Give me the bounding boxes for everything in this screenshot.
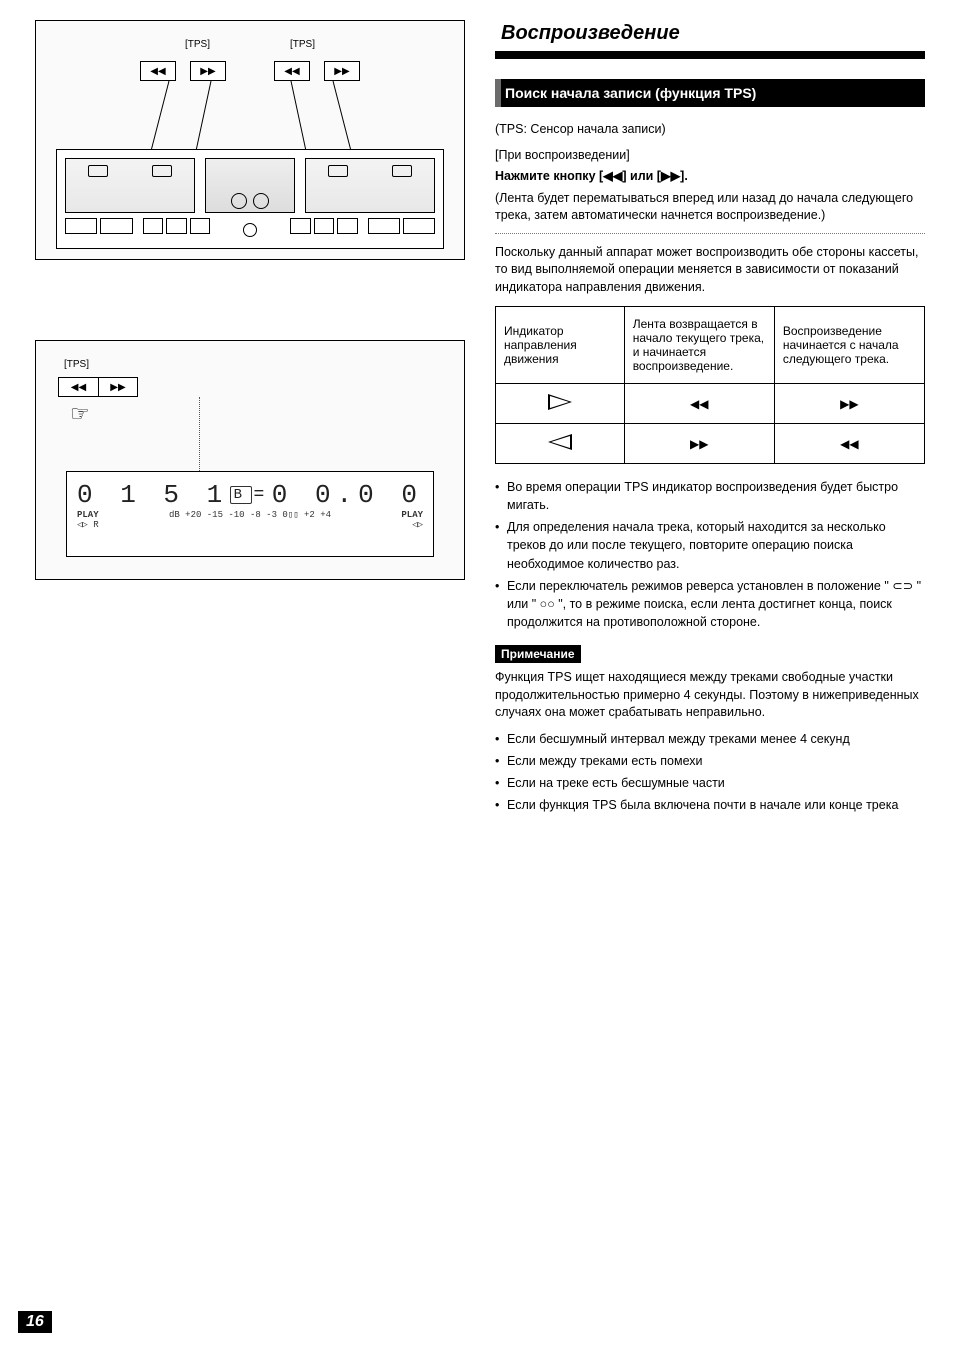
cassette-slot-b <box>305 158 435 213</box>
deck-bottom-right-buttons <box>368 218 436 242</box>
note-intro: Функция TPS ищет находящиеся между трека… <box>495 669 925 722</box>
fig2-tps-label: [TPS] <box>64 359 89 370</box>
direction-forward-icon <box>496 384 625 424</box>
playback-heading: Воспроизведение <box>495 20 925 53</box>
tps-heading: Поиск начала записи (функция TPS) <box>495 79 925 107</box>
deck2-ff-button: ▶▶ <box>324 61 360 81</box>
table-row: ◀◀ ▶▶ <box>496 384 925 424</box>
dotted-callout <box>120 397 200 477</box>
eq-indicator: = <box>254 485 271 505</box>
display-diagram: [TPS] ◀◀ ▶▶ ☞ 0 1 5 1 B = 0 0.0 0 PLAY d… <box>35 340 465 580</box>
fig2-ff-button: ▶▶ <box>98 377 138 397</box>
deck2-rew-button: ◀◀ <box>274 61 310 81</box>
list-item: Если на треке есть бесшумные части <box>495 774 925 792</box>
notes-list-2: Если бесшумный интервал между треками ме… <box>495 730 925 815</box>
tps-label-right: [TPS] <box>290 39 315 50</box>
table-header-1: Индикатор направления движения <box>496 307 625 384</box>
cell-r2c2: ▶▶ <box>624 424 774 464</box>
tps-label-left: [TPS] <box>185 39 210 50</box>
right-column: Воспроизведение Поиск начала записи (фун… <box>495 20 925 828</box>
tps-definition: (TPS: Сенсор начала записи) <box>495 121 925 139</box>
list-item: Во время операции TPS индикатор воспроиз… <box>495 478 925 514</box>
list-item: Если между треками есть помехи <box>495 752 925 770</box>
level-meter: dB +20 -15 -10 -8 -3 0▯▯ +2 +4 <box>99 510 402 520</box>
table-header-3: Воспроизведение начинается с на­чала сле… <box>774 307 924 384</box>
table-header-2: Лента возвраща­ется в начало текущего тр… <box>624 307 774 384</box>
cassette-slot-a <box>65 158 195 213</box>
callout-lines <box>36 81 466 151</box>
press-button-instruction: Нажмите кнопку [◀◀] или [▶▶]. <box>495 168 925 186</box>
notes-list-1: Во время операции TPS индикатор воспроиз… <box>495 478 925 631</box>
cell-r1c3: ▶▶ <box>774 384 924 424</box>
direction-table: Индикатор направления движения Лента воз… <box>495 306 925 464</box>
left-column: [TPS] [TPS] ◀◀ ▶▶ ◀◀ ▶▶ <box>35 20 465 828</box>
pointing-hand-icon: ☞ <box>70 401 90 427</box>
dotted-separator <box>495 233 925 234</box>
play-indicator-left: PLAY <box>77 510 99 520</box>
list-item: Если функция TPS была включена почти в н… <box>495 796 925 814</box>
cell-r2c3: ◀◀ <box>774 424 924 464</box>
list-item: Если переключатель режимов реверса устан… <box>495 577 925 631</box>
play-indicator-right: PLAY <box>401 510 423 520</box>
note-label: Примечание <box>495 645 581 663</box>
table-row: ▶▶ ◀◀ <box>496 424 925 464</box>
cell-r1c2: ◀◀ <box>624 384 774 424</box>
deck1-rew-button: ◀◀ <box>140 61 176 81</box>
counter-right: 0 0.0 0 <box>272 480 423 510</box>
both-sides-description: Поскольку данный аппарат может воспроизв… <box>495 244 925 297</box>
during-playback-label: [При воспроизведении] <box>495 147 925 165</box>
page-number: 16 <box>18 1311 52 1333</box>
lcd-display: 0 1 5 1 B = 0 0.0 0 PLAY dB +20 -15 -10 … <box>66 471 434 557</box>
deck1-ff-button: ▶▶ <box>190 61 226 81</box>
deck-b-indicator: B <box>230 486 252 504</box>
fig2-rew-button: ◀◀ <box>58 377 98 397</box>
list-item: Если бесшумный интервал между треками ме… <box>495 730 925 748</box>
deck-center-panel <box>205 158 295 213</box>
press-button-description: (Лента будет перематываться вперед или н… <box>495 190 925 225</box>
tape-deck-body <box>56 149 444 249</box>
deck-bottom-left-buttons <box>65 218 133 242</box>
deck-diagram: [TPS] [TPS] ◀◀ ▶▶ ◀◀ ▶▶ <box>35 20 465 260</box>
list-item: Для определения начала трека, который на… <box>495 518 925 572</box>
direction-reverse-icon <box>496 424 625 464</box>
counter-left: 0 1 5 1 <box>77 480 228 510</box>
